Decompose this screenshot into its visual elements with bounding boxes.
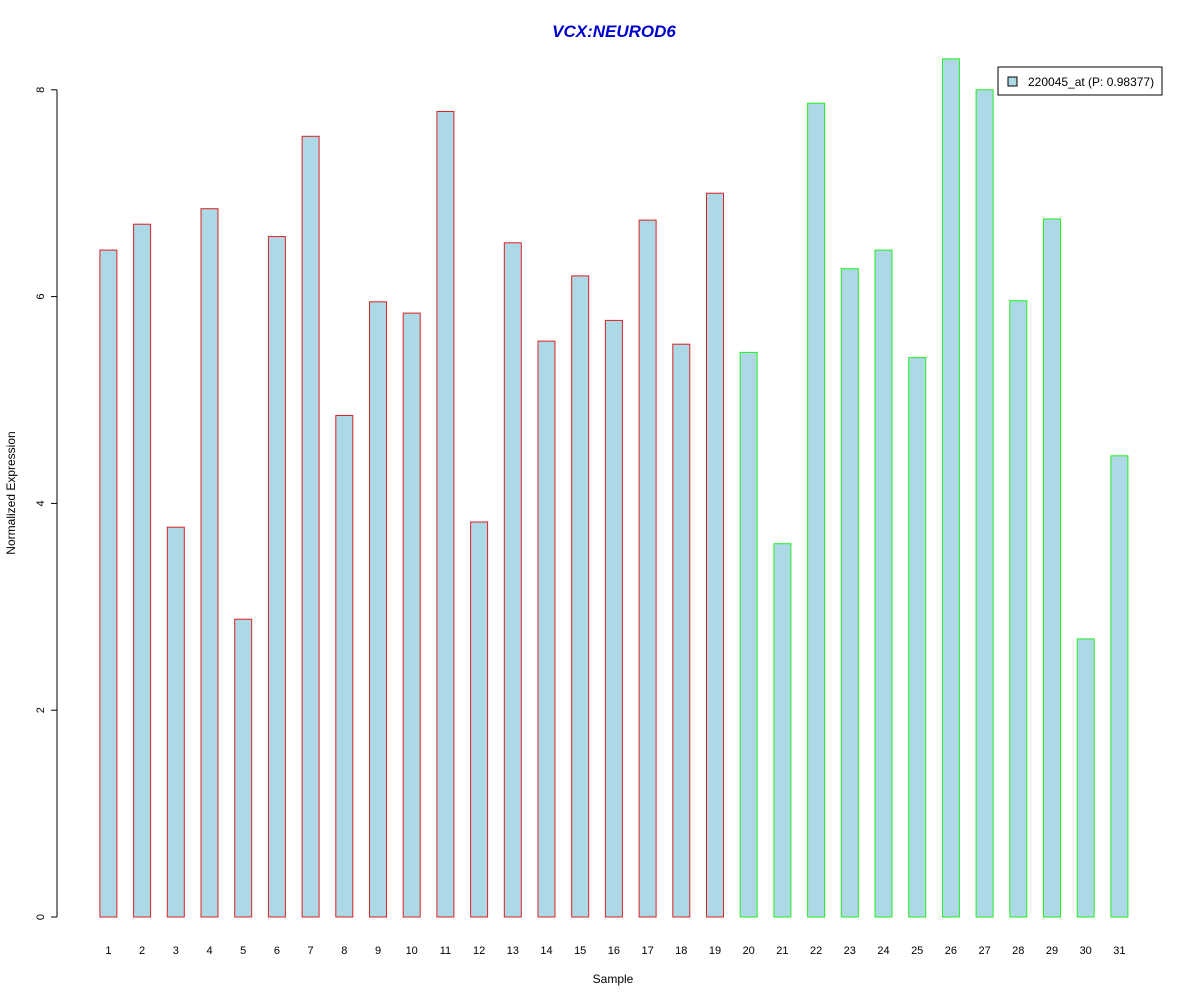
bar-sample-9 [369,301,387,918]
y-axis: 0 2 4 6 8 [35,87,58,920]
bar-sample-3 [166,526,185,918]
bar-sample-19 [706,192,724,918]
bar-sample-8 [335,415,354,918]
bar-sample-27 [975,89,994,918]
bar-sample-2 [133,223,152,918]
bar-sample-24 [874,249,893,918]
x-tick-label: 18 [675,945,687,957]
bar-sample-22 [807,102,826,918]
bar-sample-14 [537,340,556,918]
x-tick-label: 4 [206,945,212,957]
bar-sample-10 [402,312,421,918]
x-tick-label: 27 [978,945,990,957]
x-tick-label: 6 [274,945,280,957]
y-axis-label: Normalized Expression [4,431,18,554]
y-tick-label: 0 [35,914,47,920]
x-tick-label: 20 [743,945,755,957]
x-tick-label: 11 [440,945,451,957]
bar-sample-25 [908,357,927,918]
x-tick-label: 19 [709,945,721,957]
x-tick-label: 10 [406,945,418,957]
x-tick-label: 21 [776,945,788,957]
chart-title: VCX:NEUROD6 [552,22,676,41]
x-tick-label: 1 [105,945,111,957]
x-tick-label: 26 [945,945,957,957]
bar-sample-23 [840,268,859,918]
legend-label: 220045_at (P: 0.98377) [1028,75,1154,89]
y-tick-label: 8 [35,87,47,93]
bar-sample-17 [638,219,657,918]
x-tick-label: 14 [540,945,552,957]
legend: 220045_at (P: 0.98377) [997,66,1163,96]
y-tick-label: 2 [35,707,47,713]
x-tick-label: 12 [473,945,485,957]
x-tick-label: 17 [641,945,653,957]
bar-sample-5 [234,618,253,918]
bar-sample-20 [739,351,758,918]
bar-sample-15 [571,275,590,918]
x-tick-label: 22 [810,945,822,957]
x-tick-label: 16 [608,945,620,957]
bars-group [99,58,1129,918]
x-tick-label: 7 [308,945,314,957]
bar-sample-28 [1009,300,1028,918]
bar-sample-7 [301,135,320,918]
bar-sample-4 [200,208,219,918]
y-tick-label: 6 [35,294,47,300]
legend-swatch [1007,76,1018,87]
x-tick-label: 13 [507,945,519,957]
x-tick-label: 5 [240,945,246,957]
bar-sample-18 [672,343,691,918]
x-tick-label: 31 [1113,945,1125,957]
x-tick-label: 30 [1080,945,1092,957]
x-tick-labels: 1 2 3 4 5 6 7 8 9 10 11 12 13 14 15 16 17 18 19 20 21 22 23 24 2… [105,945,1125,957]
bar-sample-31 [1110,455,1129,918]
y-tick-label: 4 [35,500,47,506]
x-tick-label: 3 [173,945,179,957]
legend-box [997,66,1163,96]
x-tick-label: 29 [1046,945,1058,957]
bar-sample-26 [941,58,960,918]
x-tick-label: 25 [911,945,923,957]
bar-sample-6 [267,236,286,918]
bar-sample-13 [503,242,522,918]
bar-sample-1 [99,249,118,918]
bar-sample-12 [470,521,489,918]
x-tick-label: 28 [1012,945,1024,957]
bar-sample-21 [773,543,792,918]
bar-sample-16 [604,319,623,918]
x-tick-label: 8 [341,945,347,957]
x-tick-label: 15 [574,945,586,957]
bar-sample-29 [1043,218,1061,918]
x-axis-label: Sample [593,972,634,986]
x-tick-label: 2 [139,945,145,957]
x-tick-label: 9 [375,945,381,957]
bar-sample-30 [1076,638,1095,918]
bar-sample-11 [436,111,455,918]
x-tick-label: 24 [877,945,889,957]
x-tick-label: 23 [844,945,856,957]
